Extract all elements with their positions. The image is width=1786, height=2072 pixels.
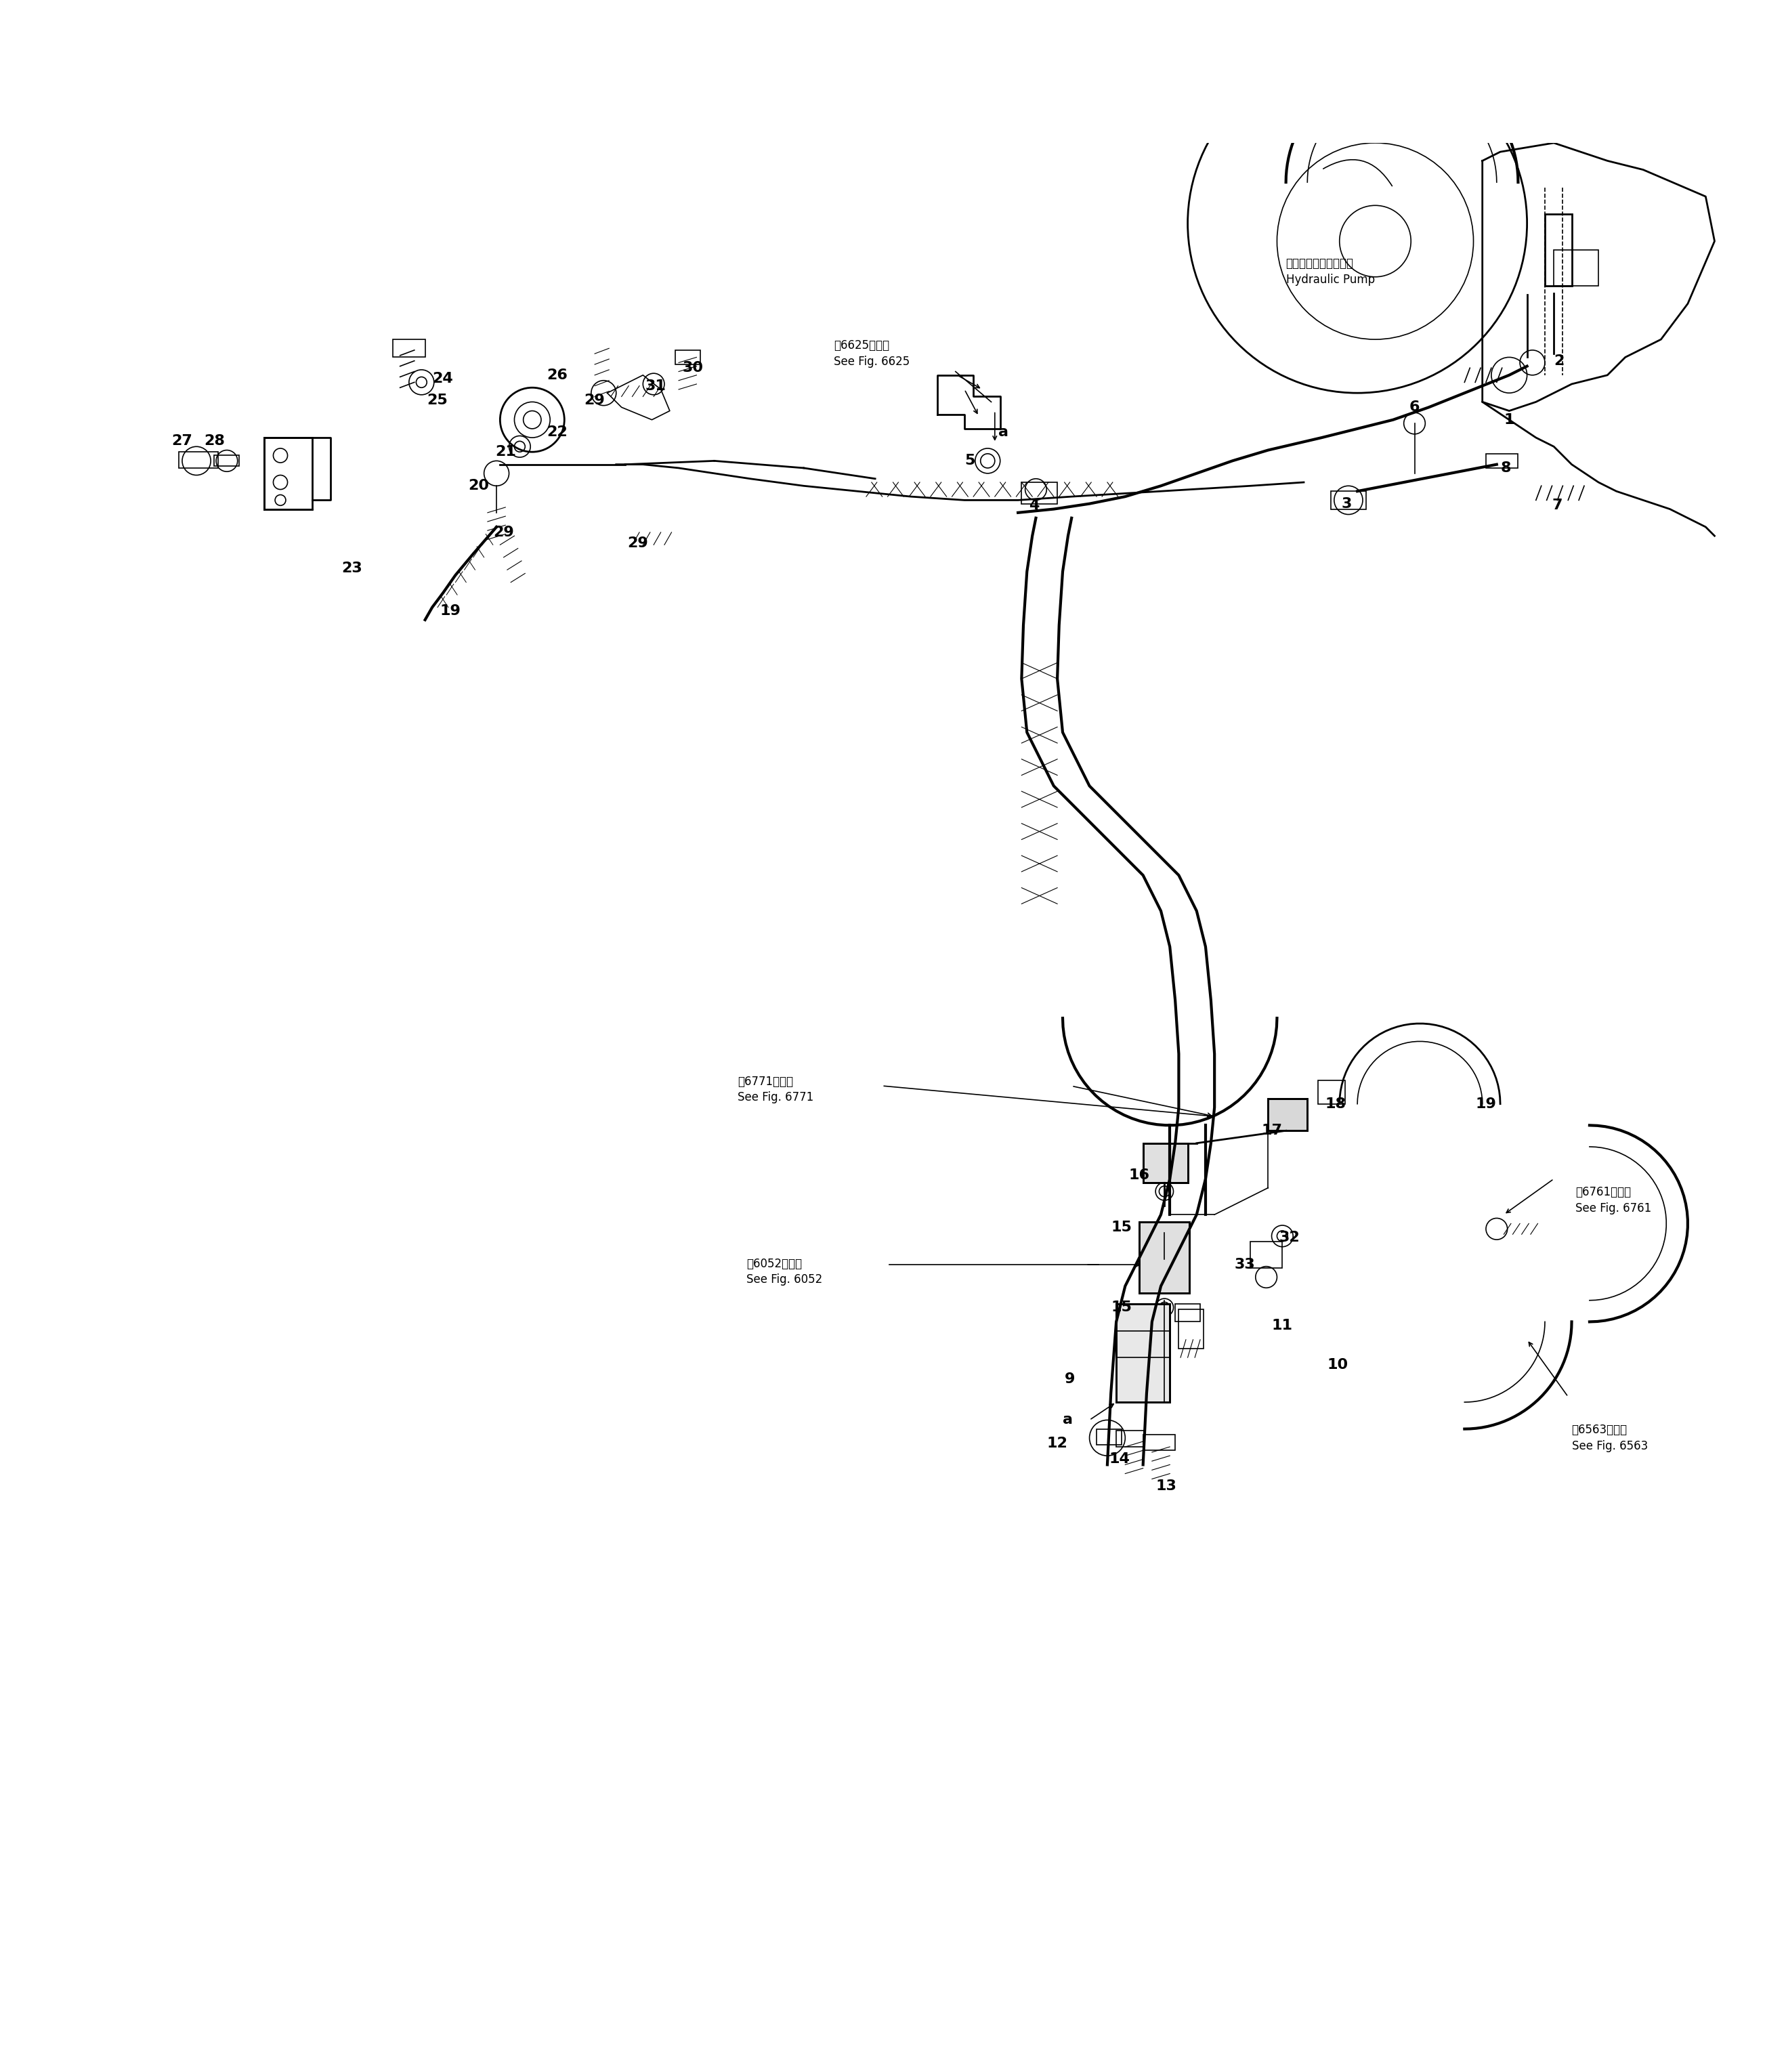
Text: 17: 17 [1261, 1123, 1282, 1138]
Text: 30: 30 [682, 361, 704, 375]
Bar [1143, 1434, 1175, 1450]
Text: 19: 19 [439, 605, 461, 617]
Text: 13: 13 [1156, 1479, 1177, 1494]
Bar [214, 456, 239, 466]
Text: 27: 27 [171, 435, 193, 448]
Text: 26: 26 [547, 369, 568, 381]
Text: 10: 10 [1327, 1357, 1348, 1372]
Text: 5: 5 [964, 454, 975, 468]
Text: 16: 16 [1129, 1169, 1150, 1183]
Bar [1250, 1241, 1282, 1268]
Text: 14: 14 [1109, 1452, 1131, 1467]
Text: 31: 31 [645, 379, 666, 392]
Text: 第6761図参照
See Fig. 6761: 第6761図参照 See Fig. 6761 [1575, 1187, 1652, 1214]
Bar [1486, 454, 1518, 468]
Bar [1022, 483, 1057, 503]
Bar [1545, 213, 1572, 286]
Text: 第6625図参照
See Fig. 6625: 第6625図参照 See Fig. 6625 [834, 340, 911, 367]
Bar [1139, 1222, 1189, 1293]
Text: 3: 3 [1341, 497, 1352, 510]
Text: 8: 8 [1500, 462, 1511, 474]
Bar [1143, 1144, 1188, 1183]
Bar [1116, 1303, 1170, 1403]
Text: 15: 15 [1111, 1220, 1132, 1235]
Text: 21: 21 [495, 445, 516, 458]
Bar [1143, 1144, 1188, 1183]
Bar [1116, 1303, 1170, 1403]
Text: 第6563図参照
See Fig. 6563: 第6563図参照 See Fig. 6563 [1572, 1423, 1648, 1452]
Bar [675, 350, 700, 365]
Text: 7: 7 [1552, 499, 1563, 512]
Text: 第6052図参牧
See Fig. 6052: 第6052図参牧 See Fig. 6052 [747, 1258, 823, 1287]
Bar [1139, 1222, 1189, 1293]
Text: 29: 29 [493, 526, 514, 539]
Text: 4: 4 [1029, 499, 1039, 512]
Text: a: a [1063, 1413, 1073, 1428]
Text: 9: 9 [1064, 1372, 1075, 1386]
Text: a: a [998, 425, 1009, 439]
Bar [1268, 1098, 1307, 1131]
Text: 1: 1 [1504, 412, 1515, 427]
Bar [1175, 1303, 1200, 1322]
Text: 29: 29 [584, 394, 605, 406]
Text: 18: 18 [1325, 1096, 1347, 1111]
Text: 33: 33 [1234, 1258, 1256, 1272]
Text: 24: 24 [432, 371, 454, 385]
Text: 28: 28 [204, 435, 225, 448]
Bar [1554, 251, 1598, 286]
Text: 25: 25 [427, 394, 448, 406]
Text: 12: 12 [1047, 1436, 1068, 1450]
Text: 22: 22 [547, 425, 568, 439]
Text: 29: 29 [627, 537, 648, 549]
Text: 11: 11 [1272, 1318, 1293, 1332]
Bar [1331, 491, 1366, 510]
Text: 15: 15 [1111, 1301, 1132, 1314]
Text: 19: 19 [1475, 1096, 1497, 1111]
Bar [1179, 1310, 1204, 1349]
Bar [179, 452, 218, 468]
Bar [1268, 1098, 1307, 1131]
Text: 23: 23 [341, 562, 363, 574]
Text: 2: 2 [1554, 354, 1565, 367]
Bar [1116, 1432, 1145, 1446]
Text: 20: 20 [468, 479, 489, 493]
Text: 32: 32 [1279, 1231, 1300, 1245]
Text: 第6771図参照
See Fig. 6771: 第6771図参照 See Fig. 6771 [738, 1075, 814, 1104]
Bar [1097, 1430, 1122, 1444]
Text: ハイドロリックボンプ
Hydraulic Pump: ハイドロリックボンプ Hydraulic Pump [1286, 257, 1375, 286]
Bar [393, 340, 425, 356]
Text: 6: 6 [1409, 400, 1420, 414]
Bar [1318, 1082, 1345, 1104]
